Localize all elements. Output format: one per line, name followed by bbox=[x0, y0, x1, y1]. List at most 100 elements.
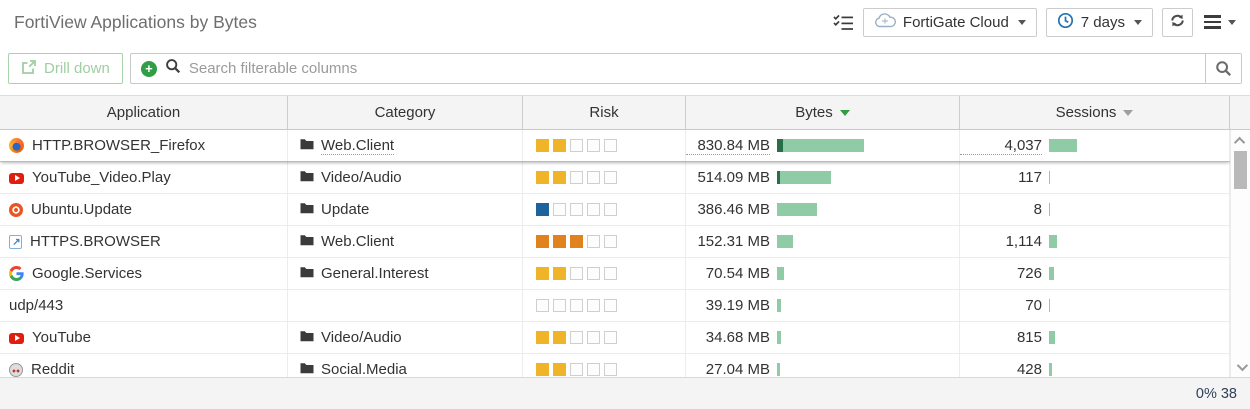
table-row[interactable]: YouTube Video/Audio 34.68 MB 815 bbox=[0, 322, 1230, 354]
scrollbar-thumb[interactable] bbox=[1234, 151, 1247, 189]
risk-level-filled-box bbox=[553, 235, 566, 248]
device-selector-label: FortiGate Cloud bbox=[902, 13, 1009, 31]
sessions-bar bbox=[1049, 203, 1050, 216]
risk-cell bbox=[523, 258, 686, 289]
category-label: Video/Audio bbox=[321, 329, 402, 346]
column-settings-icon[interactable] bbox=[832, 13, 854, 31]
application-cell[interactable]: Ubuntu.Update bbox=[0, 194, 288, 225]
sessions-cell: 8 bbox=[960, 194, 1230, 225]
folder-icon bbox=[300, 361, 314, 377]
table-body: HTTP.BROWSER_Firefox Web.Client 830.84 MB 4… bbox=[0, 130, 1230, 377]
bytes-cell: 39.19 MB bbox=[686, 290, 960, 321]
folder-icon bbox=[300, 233, 314, 250]
clock-icon bbox=[1057, 12, 1074, 33]
youtube-icon bbox=[9, 172, 24, 184]
application-cell[interactable]: udp/443 bbox=[0, 290, 288, 321]
title-bar: FortiView Applications by Bytes bbox=[0, 0, 1250, 44]
risk-level-filled-box bbox=[536, 331, 549, 344]
sessions-cell: 70 bbox=[960, 290, 1230, 321]
vertical-scrollbar[interactable] bbox=[1230, 130, 1250, 377]
risk-level-empty-box bbox=[587, 139, 600, 152]
risk-level-empty-box bbox=[604, 235, 617, 248]
application-cell[interactable]: Reddit bbox=[0, 354, 288, 377]
table-row[interactable]: HTTPS.BROWSER Web.Client 152.31 MB 1,114 bbox=[0, 226, 1230, 258]
youtube-icon bbox=[9, 332, 24, 344]
application-cell[interactable]: YouTube_Video.Play bbox=[0, 162, 288, 193]
time-range-dropdown[interactable]: 7 days bbox=[1045, 7, 1153, 37]
category-label: Social.Media bbox=[321, 361, 407, 377]
category-label: Web.Client bbox=[321, 136, 395, 155]
table-header: Application Category Risk Bytes Sessions bbox=[0, 95, 1250, 130]
risk-level-empty-box bbox=[587, 235, 600, 248]
risk-level-filled-box bbox=[536, 203, 549, 216]
add-filter-icon[interactable]: + bbox=[140, 60, 157, 77]
column-header-risk[interactable]: Risk bbox=[523, 96, 686, 129]
sessions-bar bbox=[1049, 331, 1055, 344]
risk-level-empty-box bbox=[570, 203, 583, 216]
sessions-bar bbox=[1049, 267, 1054, 280]
table-row[interactable]: Google.Services General.Interest 70.54 MB 7… bbox=[0, 258, 1230, 290]
risk-level-empty-box bbox=[570, 267, 583, 280]
category-cell[interactable]: Update bbox=[288, 194, 523, 225]
table-row[interactable]: Ubuntu.Update Update 386.46 MB 8 bbox=[0, 194, 1230, 226]
category-cell[interactable] bbox=[288, 290, 523, 321]
risk-level-filled-box bbox=[553, 363, 566, 376]
refresh-button[interactable] bbox=[1162, 7, 1193, 37]
bytes-bar-sent-segment bbox=[777, 139, 783, 152]
bytes-cell: 27.04 MB bbox=[686, 354, 960, 377]
sessions-bar bbox=[1049, 363, 1052, 376]
application-name: HTTPS.BROWSER bbox=[30, 233, 161, 250]
table-row[interactable]: YouTube_Video.Play Video/Audio 514.09 MB 11… bbox=[0, 162, 1230, 194]
scroll-up-button[interactable] bbox=[1231, 133, 1250, 148]
bytes-value: 39.19 MB bbox=[705, 297, 770, 314]
drill-down-button[interactable]: Drill down bbox=[8, 53, 123, 84]
risk-level-empty-box bbox=[604, 139, 617, 152]
category-cell[interactable]: Web.Client bbox=[288, 130, 523, 161]
table-row[interactable]: Reddit Social.Media 27.04 MB 428 bbox=[0, 354, 1230, 377]
risk-level-filled-box bbox=[553, 331, 566, 344]
search-input[interactable] bbox=[188, 60, 1195, 77]
scroll-down-button[interactable] bbox=[1231, 359, 1250, 374]
bytes-value: 514.09 MB bbox=[697, 169, 770, 186]
bytes-cell: 386.46 MB bbox=[686, 194, 960, 225]
risk-level-empty-box bbox=[570, 171, 583, 184]
folder-icon bbox=[300, 201, 314, 218]
folder-icon bbox=[300, 169, 314, 186]
column-header-application[interactable]: Application bbox=[0, 96, 288, 129]
google-icon bbox=[9, 266, 24, 281]
more-menu-button[interactable] bbox=[1202, 12, 1238, 32]
time-range-label: 7 days bbox=[1080, 13, 1125, 31]
table-row[interactable]: udp/443 39.19 MB 70 bbox=[0, 290, 1230, 322]
bytes-value: 70.54 MB bbox=[705, 265, 770, 282]
application-cell[interactable]: HTTPS.BROWSER bbox=[0, 226, 288, 257]
application-cell[interactable]: YouTube bbox=[0, 322, 288, 353]
category-cell[interactable]: Video/Audio bbox=[288, 162, 523, 193]
device-selector-dropdown[interactable]: FortiGate Cloud bbox=[862, 7, 1037, 37]
search-bar: + bbox=[129, 53, 1242, 84]
applications-table: Application Category Risk Bytes Sessions… bbox=[0, 95, 1250, 377]
category-cell[interactable]: General.Interest bbox=[288, 258, 523, 289]
bytes-cell: 70.54 MB bbox=[686, 258, 960, 289]
risk-level-filled-box bbox=[553, 171, 566, 184]
risk-cell bbox=[523, 354, 686, 377]
application-cell[interactable]: HTTP.BROWSER_Firefox bbox=[0, 130, 288, 161]
sessions-cell: 4,037 bbox=[960, 130, 1230, 161]
sort-desc-icon bbox=[1123, 109, 1134, 116]
column-header-sessions[interactable]: Sessions bbox=[960, 96, 1230, 129]
risk-level-empty-box bbox=[570, 299, 583, 312]
search-submit-button[interactable] bbox=[1205, 54, 1241, 83]
category-cell[interactable]: Web.Client bbox=[288, 226, 523, 257]
column-header-category[interactable]: Category bbox=[288, 96, 523, 129]
bytes-cell: 152.31 MB bbox=[686, 226, 960, 257]
column-header-bytes[interactable]: Bytes bbox=[686, 96, 960, 129]
sessions-cell: 726 bbox=[960, 258, 1230, 289]
risk-level-empty-box bbox=[570, 363, 583, 376]
sessions-value: 4,037 bbox=[960, 137, 1042, 155]
risk-cell bbox=[523, 194, 686, 225]
page-title: FortiView Applications by Bytes bbox=[14, 11, 257, 32]
table-row[interactable]: HTTP.BROWSER_Firefox Web.Client 830.84 MB 4… bbox=[0, 130, 1230, 162]
risk-level-filled-box bbox=[536, 139, 549, 152]
category-cell[interactable]: Social.Media bbox=[288, 354, 523, 377]
category-cell[interactable]: Video/Audio bbox=[288, 322, 523, 353]
application-cell[interactable]: Google.Services bbox=[0, 258, 288, 289]
